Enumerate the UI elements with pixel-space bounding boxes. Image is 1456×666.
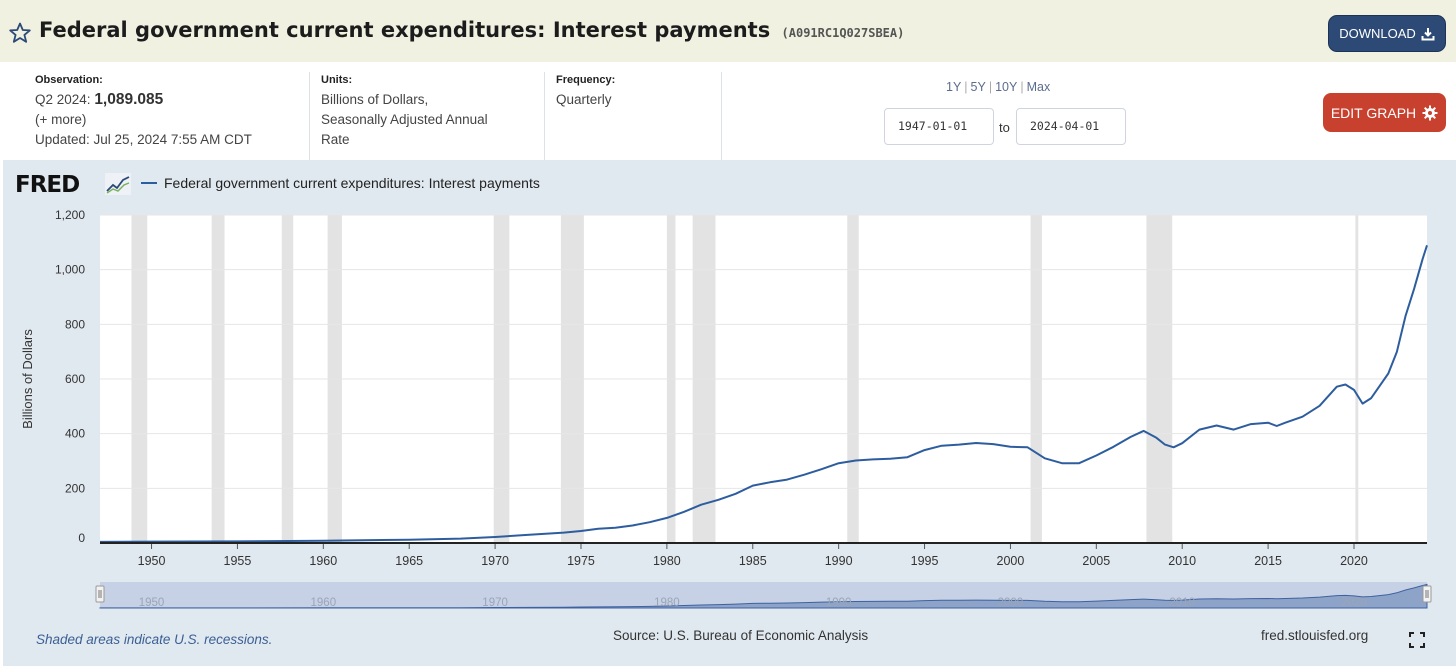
units-line-1: Billions of Dollars,	[321, 92, 429, 107]
legend-label: Federal government current expenditures:…	[164, 175, 540, 191]
navigator-tick-label: 1970	[482, 597, 508, 609]
frequency-value: Quarterly	[556, 92, 612, 107]
header-bar: Federal government current expenditures:…	[0, 0, 1456, 62]
navigator-tick-label: 2010	[1169, 597, 1195, 609]
download-button[interactable]: DOWNLOAD	[1328, 15, 1446, 52]
x-tick-label: 2000	[997, 554, 1025, 568]
x-tick-label: 1975	[567, 554, 595, 568]
handle-grip	[95, 585, 105, 603]
navigator-tick-label: 1990	[826, 597, 852, 609]
x-tick-label: 1985	[739, 554, 767, 568]
edit-graph-button[interactable]: EDIT GRAPH	[1323, 93, 1446, 132]
x-tick-label: 1980	[653, 554, 681, 568]
separator: |	[1020, 80, 1024, 94]
x-tick-label: 1955	[224, 554, 252, 568]
edit-graph-label: EDIT GRAPH	[1330, 104, 1417, 121]
star-outline-icon[interactable]	[8, 21, 32, 45]
fred-logo-graph-icon	[105, 173, 131, 195]
navigator-tick-label: 1960	[311, 597, 337, 609]
y-tick-label: 1,000	[55, 263, 85, 277]
units-line-3: Rate	[321, 132, 350, 147]
units-block: Units: Billions of Dollars, Seasonally A…	[321, 72, 488, 150]
gridlines	[100, 214, 1427, 489]
y-tick-label: 400	[65, 427, 85, 441]
x-tick-label: 1950	[138, 554, 166, 568]
gear-icon	[1422, 105, 1438, 120]
navigator-ticks: 1950 1960 1970 1980 1990 2000 2010 2020	[139, 597, 1367, 609]
units-label: Units:	[321, 74, 353, 86]
range-navigator[interactable]: 1950 1960 1970 1980 1990 2000 2010 2020	[95, 582, 1432, 609]
separator: |	[964, 80, 968, 94]
observation-label: Observation:	[35, 74, 103, 86]
x-tick-label: 2020	[1340, 554, 1368, 568]
navigator-tick-label: 1980	[654, 597, 680, 609]
x-tick-label: 1990	[825, 554, 853, 568]
series-line	[99, 244, 1428, 543]
x-tick-label: 2010	[1168, 554, 1196, 568]
range-5y-link[interactable]: 5Y	[970, 80, 986, 94]
fullscreen-icon[interactable]	[1409, 632, 1425, 648]
separator: |	[988, 80, 993, 94]
series-metadata: Observation: Q2 2024: 1,089.085 (+ more)…	[0, 62, 1456, 160]
observation-period: Q2 2024:	[35, 92, 91, 107]
more-observations-link[interactable]: (+ more)	[35, 112, 87, 127]
x-tick-label: 1965	[395, 554, 423, 568]
navigator-tick-label: 1950	[139, 597, 165, 609]
range-max-link[interactable]: Max	[1026, 80, 1051, 94]
range-10y-link[interactable]: 10Y	[995, 80, 1018, 94]
download-label: DOWNLOAD	[1339, 26, 1416, 41]
start-date-input[interactable]: 1947-01-01	[884, 108, 994, 145]
recession-note: Shaded areas indicate U.S. recessions.	[36, 632, 273, 647]
handle-grip	[1422, 585, 1432, 603]
y-tick-label: 200	[65, 481, 85, 495]
series-id: (A091RC1Q027SBEA)	[781, 26, 905, 40]
frequency-label: Frequency:	[556, 74, 616, 86]
divider	[721, 72, 722, 160]
observation-line: Q2 2024: 1,089.085	[35, 90, 252, 110]
y-axis-ticks: 0 200 400 600 800 1,000 1,200	[55, 208, 85, 545]
chart-legend: Federal government current expenditures:…	[141, 175, 540, 191]
line-chart[interactable]: 0 200 400 600 800 1,000 1,200 1950 1955 1960 1965…	[3, 160, 1456, 666]
y-tick-label: 800	[65, 317, 85, 331]
legend-swatch	[141, 182, 157, 184]
navigator-area	[99, 583, 1428, 609]
navigator-tick-label: 2020	[1341, 597, 1367, 609]
chart-panel: FRED Federal government current expendit…	[3, 160, 1456, 666]
x-tick-label: 2005	[1082, 554, 1110, 568]
navigator-left-handle[interactable]	[95, 585, 105, 603]
x-tick-label: 1970	[481, 554, 509, 568]
navigator-tick-label: 2000	[998, 597, 1024, 609]
y-tick-label: 600	[65, 372, 85, 386]
x-axis-ticks: 1950 1955 1960 1965 1970 1975 1980 1985 1990 1995…	[138, 543, 1368, 568]
observation-block: Observation: Q2 2024: 1,089.085 (+ more)…	[35, 72, 252, 150]
updated-timestamp: Updated: Jul 25, 2024 7:55 AM CDT	[35, 132, 252, 147]
fred-url-link[interactable]: fred.stlouisfed.org	[1261, 628, 1369, 643]
download-icon	[1421, 27, 1435, 40]
source-credit: Source: U.S. Bureau of Economic Analysis	[613, 628, 869, 643]
observation-value: 1,089.085	[94, 91, 164, 108]
y-tick-label: 0	[78, 531, 85, 545]
x-tick-label: 1960	[309, 554, 337, 568]
divider	[544, 72, 545, 160]
page-title: Federal government current expenditures:…	[39, 18, 904, 42]
fred-logo[interactable]: FRED	[15, 172, 80, 198]
y-axis-label: Billions of Dollars	[20, 329, 35, 429]
y-tick-label: 1,200	[55, 208, 85, 222]
date-range-links: 1Y | 5Y | 10Y | Max	[946, 80, 1050, 94]
range-1y-link[interactable]: 1Y	[946, 80, 962, 94]
x-tick-label: 1995	[911, 554, 939, 568]
navigator-right-handle[interactable]	[1422, 585, 1432, 603]
to-label: to	[999, 120, 1010, 135]
x-tick-label: 2015	[1254, 554, 1282, 568]
frequency-block: Frequency: Quarterly	[556, 72, 615, 110]
divider	[309, 72, 310, 160]
series-title: Federal government current expenditures:…	[39, 18, 771, 42]
end-date-input[interactable]: 2024-04-01	[1016, 108, 1126, 145]
units-line-2: Seasonally Adjusted Annual	[321, 112, 488, 127]
